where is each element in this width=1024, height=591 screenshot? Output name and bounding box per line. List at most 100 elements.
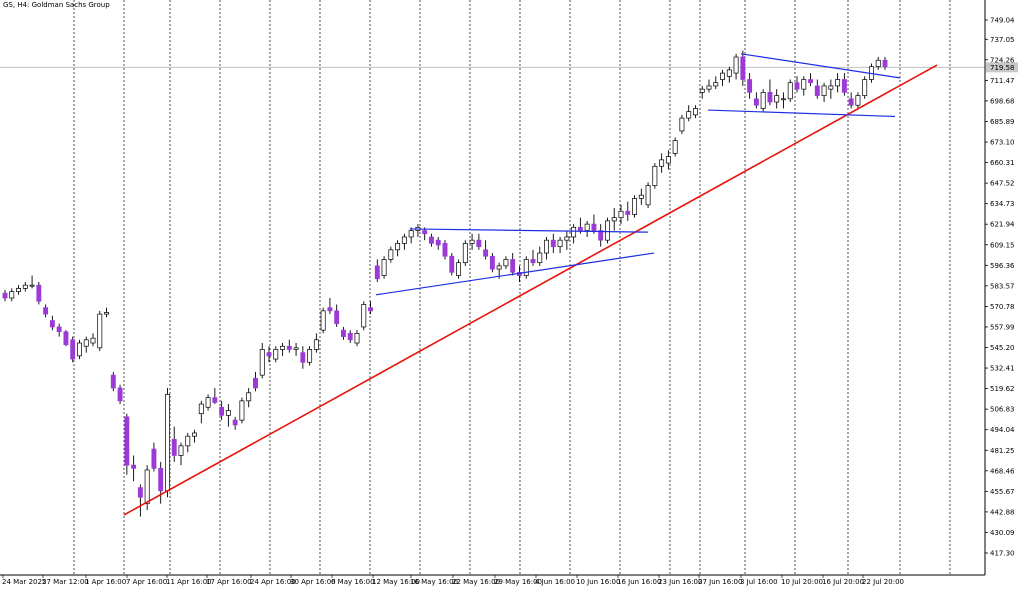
candle [767, 79, 773, 106]
y-tick-label: 711.47 [990, 77, 1015, 85]
candle [415, 224, 421, 237]
candle [381, 256, 387, 279]
y-tick-label: 634.73 [990, 200, 1015, 208]
candle-body-bear [442, 243, 448, 257]
candle [286, 339, 292, 353]
candle [104, 307, 109, 318]
candle [43, 304, 49, 318]
y-tick-label: 545.20 [990, 344, 1015, 352]
candle-body-bear [740, 56, 746, 80]
y-tick-label: 698.68 [990, 97, 1015, 105]
candle [158, 461, 164, 504]
candle [368, 301, 373, 315]
y-tick-label: 442.88 [990, 508, 1015, 516]
candle [510, 253, 516, 276]
candle-body-bull [537, 252, 543, 264]
candle-body-bear [124, 416, 130, 466]
candle [259, 343, 265, 379]
candle [124, 413, 130, 475]
candle-body-bull [29, 284, 35, 287]
chart-title: GS, H4: Goldman Sachs Group [3, 1, 110, 9]
candle [354, 330, 360, 347]
candle-body-bull [104, 312, 109, 315]
y-tick-label: 494.04 [990, 426, 1015, 434]
candle [253, 371, 258, 392]
candle-body-bear [489, 255, 495, 270]
candle [273, 346, 279, 363]
candle-body-bull [307, 349, 313, 363]
candle [821, 82, 827, 103]
candle [855, 92, 861, 109]
candle-body-bull [280, 345, 285, 350]
pattern-trendline [375, 252, 655, 296]
candle [632, 195, 637, 218]
candle [787, 79, 793, 103]
candle-body-bear [483, 249, 489, 257]
candle-body-bull [320, 310, 326, 331]
candle-body-bear [117, 387, 123, 402]
candle-body-bear [56, 326, 62, 333]
candle [875, 57, 881, 70]
candle-body-bull [90, 337, 96, 344]
candle [97, 310, 103, 352]
candle [605, 217, 610, 244]
candle-body-bull [523, 259, 529, 276]
x-tick-label: 1 Apr 16:00 [85, 578, 126, 586]
candle-body-bear [368, 307, 373, 312]
current-price-tag-bg [986, 62, 1018, 73]
candle [652, 163, 658, 189]
candle-body-bull [462, 243, 468, 264]
candle [483, 240, 489, 260]
candle-body-bear [848, 98, 854, 106]
candle [462, 240, 468, 266]
trendlines [123, 53, 938, 516]
candle [841, 73, 847, 96]
candle-body-bull [632, 198, 637, 215]
candle-body-bear [598, 230, 604, 241]
current-price-label: 719.58 [990, 64, 1015, 72]
candle [564, 230, 570, 250]
candle [456, 259, 461, 279]
candle-body-bull [83, 339, 89, 347]
candle [584, 220, 590, 237]
candle [693, 105, 698, 119]
candle-body-bull [706, 85, 712, 90]
candle-body-bear [550, 239, 556, 247]
candle-body-bull [293, 347, 299, 350]
candle-body-bear [753, 98, 759, 106]
candle [341, 326, 346, 340]
y-tick-label: 647.52 [990, 180, 1015, 188]
x-tick-label: 7 Apr 16:00 [126, 578, 167, 586]
y-tick-label: 506.83 [990, 406, 1015, 414]
candle-body-bull [611, 217, 617, 222]
pattern-trendline [707, 109, 896, 118]
x-tick-label: 24 Mar 2025 [2, 578, 46, 586]
candle-body-bull [781, 98, 786, 101]
candle-body-bear [131, 464, 137, 469]
candle [361, 301, 367, 331]
candle [665, 150, 671, 170]
candle-body-bull [456, 262, 461, 276]
candle-body-bear [327, 307, 333, 312]
x-tick-label: 27 Mar 12:00 [42, 578, 89, 586]
y-tick-label: 724.26 [990, 56, 1015, 64]
candle [713, 76, 719, 90]
candle-body-bull [192, 432, 197, 437]
candle-body-bull [259, 349, 265, 376]
candle [327, 298, 333, 315]
candle-body-bull [584, 223, 590, 231]
candle-body-bull [713, 82, 719, 87]
candle [2, 289, 8, 302]
pattern-trendline [740, 53, 901, 79]
candle-body-bull [408, 230, 414, 238]
candle [489, 253, 495, 273]
y-tick-label: 673.10 [990, 139, 1015, 147]
candle [347, 330, 353, 344]
candle-body-bull [16, 288, 21, 292]
candle-body-bull [544, 239, 549, 254]
candle-body-bull [273, 349, 279, 360]
candle [300, 346, 306, 369]
candle-body-bull [760, 92, 766, 109]
candle [178, 442, 184, 466]
x-tick-label: 22 Jul 20:00 [862, 578, 904, 586]
